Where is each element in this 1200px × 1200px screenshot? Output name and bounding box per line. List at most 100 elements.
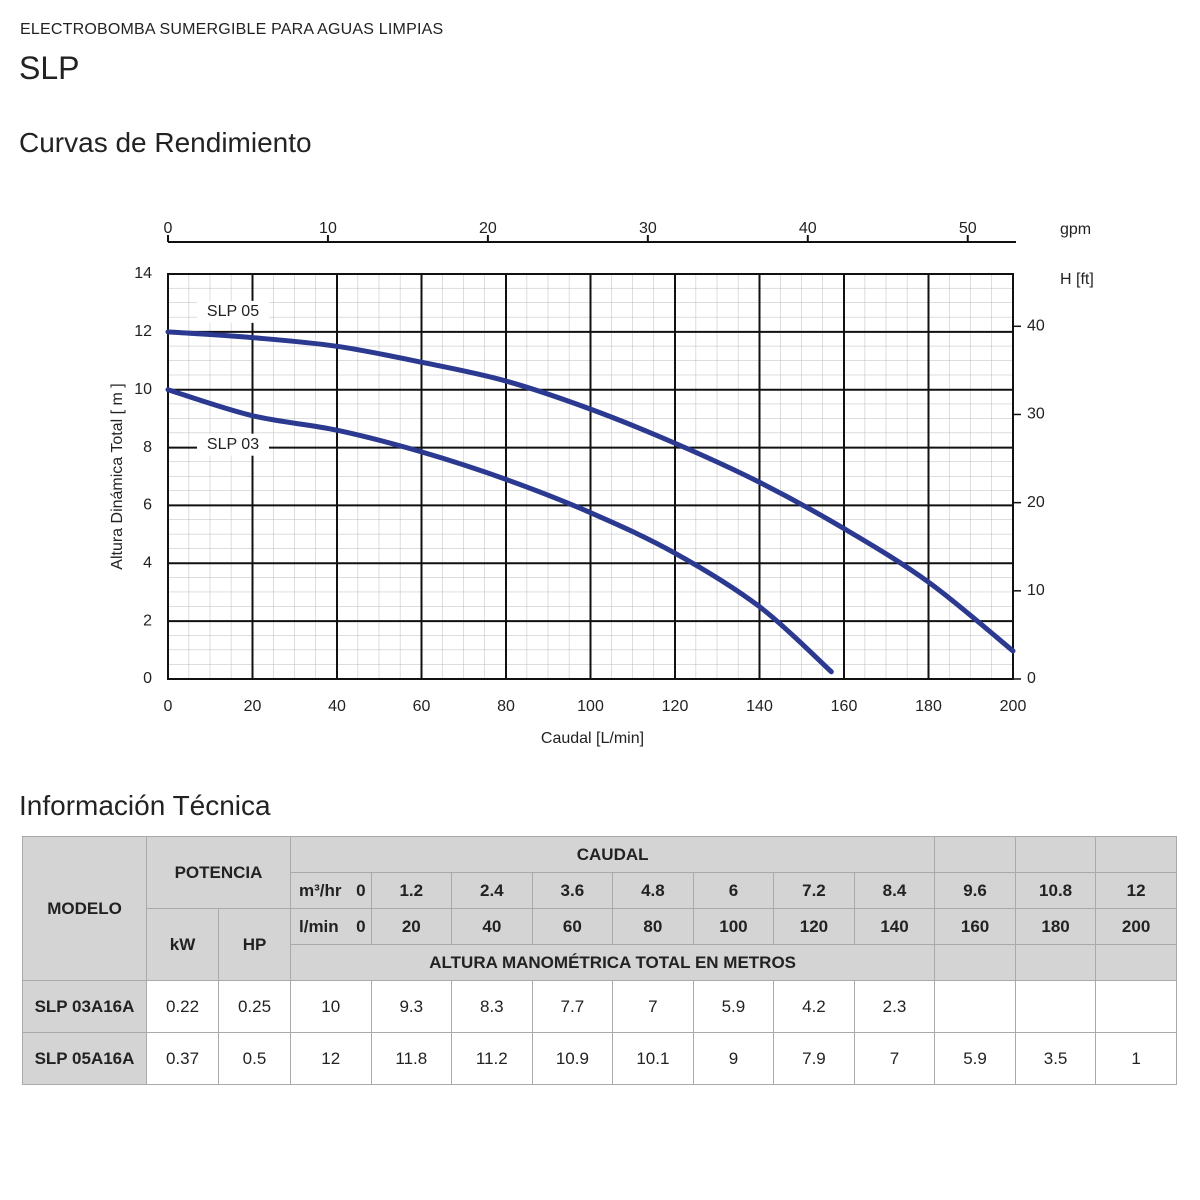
table-cell: 5.9 bbox=[692, 980, 775, 1033]
table-cell: 9.6 bbox=[934, 872, 1016, 909]
table-row: SLP 03A16A 0.22 0.25 10 9.3 8.3 7.7 7 5.9 4.2 2.3 bbox=[22, 980, 1177, 1033]
table-cell: 8.4 bbox=[853, 872, 936, 909]
x-tick-label: 20 bbox=[244, 698, 262, 715]
table-cell bbox=[1095, 836, 1177, 873]
table-cell: 7.2 bbox=[773, 872, 855, 909]
table-cell: l/min 0 bbox=[290, 908, 372, 945]
y-axis-label: Altura Dinámica Total [ m ] bbox=[109, 383, 126, 569]
table-cell: 3.6 bbox=[531, 872, 614, 909]
section-title: Información Técnica bbox=[19, 790, 271, 821]
top-tick-label: 50 bbox=[959, 220, 977, 237]
table-cell: 11.2 bbox=[451, 1032, 533, 1085]
table-cell: 6 bbox=[692, 872, 775, 909]
series-label: SLP 03 bbox=[207, 436, 259, 453]
table-cell: 4.2 bbox=[773, 980, 855, 1033]
table-row: ALTURA MANOMÉTRICA TOTAL EN METROS bbox=[23, 944, 1177, 981]
x-tick-label: 40 bbox=[328, 698, 346, 715]
curve bbox=[165, 387, 834, 675]
table-cell: 7 bbox=[853, 1032, 936, 1085]
right-tick-label: 40 bbox=[1027, 318, 1045, 335]
table-cell: 1.2 bbox=[370, 872, 453, 909]
y-tick-label: 6 bbox=[143, 497, 152, 514]
x-tick-label: 80 bbox=[497, 698, 515, 715]
y-tick-label: 12 bbox=[134, 323, 152, 340]
right-tick-label: 30 bbox=[1027, 406, 1045, 423]
table-row: MODELO POTENCIA CAUDAL bbox=[22, 836, 1177, 981]
table-cell bbox=[1095, 944, 1177, 981]
top-tick-label: 40 bbox=[799, 220, 817, 237]
right-tick-label: 20 bbox=[1027, 494, 1045, 511]
table-cell: CAUDAL bbox=[289, 836, 936, 873]
cell-text: m³/hr bbox=[299, 880, 342, 900]
table-cell: 0.5 bbox=[218, 1032, 291, 1085]
table-cell: 2.3 bbox=[853, 980, 936, 1033]
table-cell: 12 bbox=[290, 1032, 372, 1085]
table-row: SLP 05A16A 0.37 0.5 12 11.8 11.2 10.9 10.1 9 7.9 7… bbox=[22, 1032, 1177, 1085]
table-cell: 3.5 bbox=[1014, 1032, 1097, 1085]
table-cell bbox=[1095, 980, 1177, 1033]
tech-table: MODELO POTENCIA CAUDAL m³/hr 0 1.2 2.4 3.6 4.8 6 7… bbox=[22, 836, 1177, 1085]
table-cell: 200 bbox=[1095, 908, 1177, 945]
section-title: Curvas de Rendimiento bbox=[19, 127, 312, 158]
x-axis-label: Caudal [L/min] bbox=[541, 730, 644, 747]
table-cell: 40 bbox=[451, 908, 533, 945]
x-tick-label: 140 bbox=[746, 698, 773, 715]
table-row: kW HP l/min 0 20 40 60 80 100 120 140 160 180 200 bbox=[23, 908, 1177, 981]
table-cell: 12 bbox=[1095, 872, 1177, 909]
title: SLP bbox=[19, 50, 80, 86]
y-tick-label: 14 bbox=[134, 265, 152, 282]
table-cell: POTENCIA bbox=[146, 836, 291, 909]
y-tick-label: 4 bbox=[143, 555, 152, 572]
table-cell: 8.3 bbox=[451, 980, 533, 1033]
table-cell: 180 bbox=[1014, 908, 1097, 945]
table-cell bbox=[934, 980, 1016, 1033]
table-cell: ALTURA MANOMÉTRICA TOTAL EN METROS bbox=[289, 944, 936, 981]
x-tick-label: 120 bbox=[662, 698, 689, 715]
table-cell: 10.8 bbox=[1014, 872, 1097, 909]
table-cell: 11.8 bbox=[370, 1032, 453, 1085]
table-cell: 7 bbox=[612, 980, 694, 1033]
table-cell: 7.9 bbox=[773, 1032, 855, 1085]
table-cell: 100 bbox=[692, 908, 775, 945]
table-cell: MODELO bbox=[22, 836, 147, 981]
table-cell: 20 bbox=[370, 908, 453, 945]
table-cell: 4.8 bbox=[612, 872, 694, 909]
subtitle: ELECTROBOMBA SUMERGIBLE PARA AGUAS LIMPI… bbox=[20, 21, 444, 38]
x-tick-label: 60 bbox=[413, 698, 431, 715]
table-cell: m³/hr 0 bbox=[290, 872, 372, 909]
label-bg bbox=[197, 300, 269, 323]
table-cell: 60 bbox=[531, 908, 614, 945]
table-cell: 7.7 bbox=[531, 980, 614, 1033]
plot-frame bbox=[167, 273, 1014, 680]
table-cell: 0.25 bbox=[218, 980, 291, 1033]
x-tick-label: 200 bbox=[1000, 698, 1027, 715]
table-cell: SLP 03A16A bbox=[22, 980, 147, 1033]
table-cell: 0.22 bbox=[146, 980, 219, 1033]
table-cell: 10.1 bbox=[612, 1032, 694, 1085]
top-tick-label: 0 bbox=[164, 220, 173, 237]
top-axis-label: gpm bbox=[1060, 221, 1091, 238]
y-tick-label: 10 bbox=[134, 381, 152, 398]
table-cell: 120 bbox=[773, 908, 855, 945]
label-bg bbox=[197, 433, 269, 456]
series-label: SLP 05 bbox=[207, 303, 259, 320]
y-tick-label: 8 bbox=[143, 439, 152, 456]
top-tick-label: 10 bbox=[319, 220, 337, 237]
table-cell: 160 bbox=[934, 908, 1016, 945]
table-cell bbox=[934, 944, 1016, 981]
right-tick-label: 10 bbox=[1027, 582, 1045, 599]
curve bbox=[165, 329, 1016, 654]
top-tick-label: 20 bbox=[479, 220, 497, 237]
table-cell: 1 bbox=[1095, 1032, 1177, 1085]
table-cell: 2.4 bbox=[451, 872, 533, 909]
table-cell: SLP 05A16A bbox=[22, 1032, 147, 1085]
table-cell: HP bbox=[218, 908, 291, 981]
table-cell: 9 bbox=[692, 1032, 775, 1085]
table-cell: 10 bbox=[290, 980, 372, 1033]
table-cell: 9.3 bbox=[370, 980, 453, 1033]
table-cell: kW bbox=[146, 908, 219, 981]
table-cell: 80 bbox=[612, 908, 694, 945]
x-tick-label: 0 bbox=[164, 698, 173, 715]
y-tick-label: 2 bbox=[143, 612, 152, 629]
